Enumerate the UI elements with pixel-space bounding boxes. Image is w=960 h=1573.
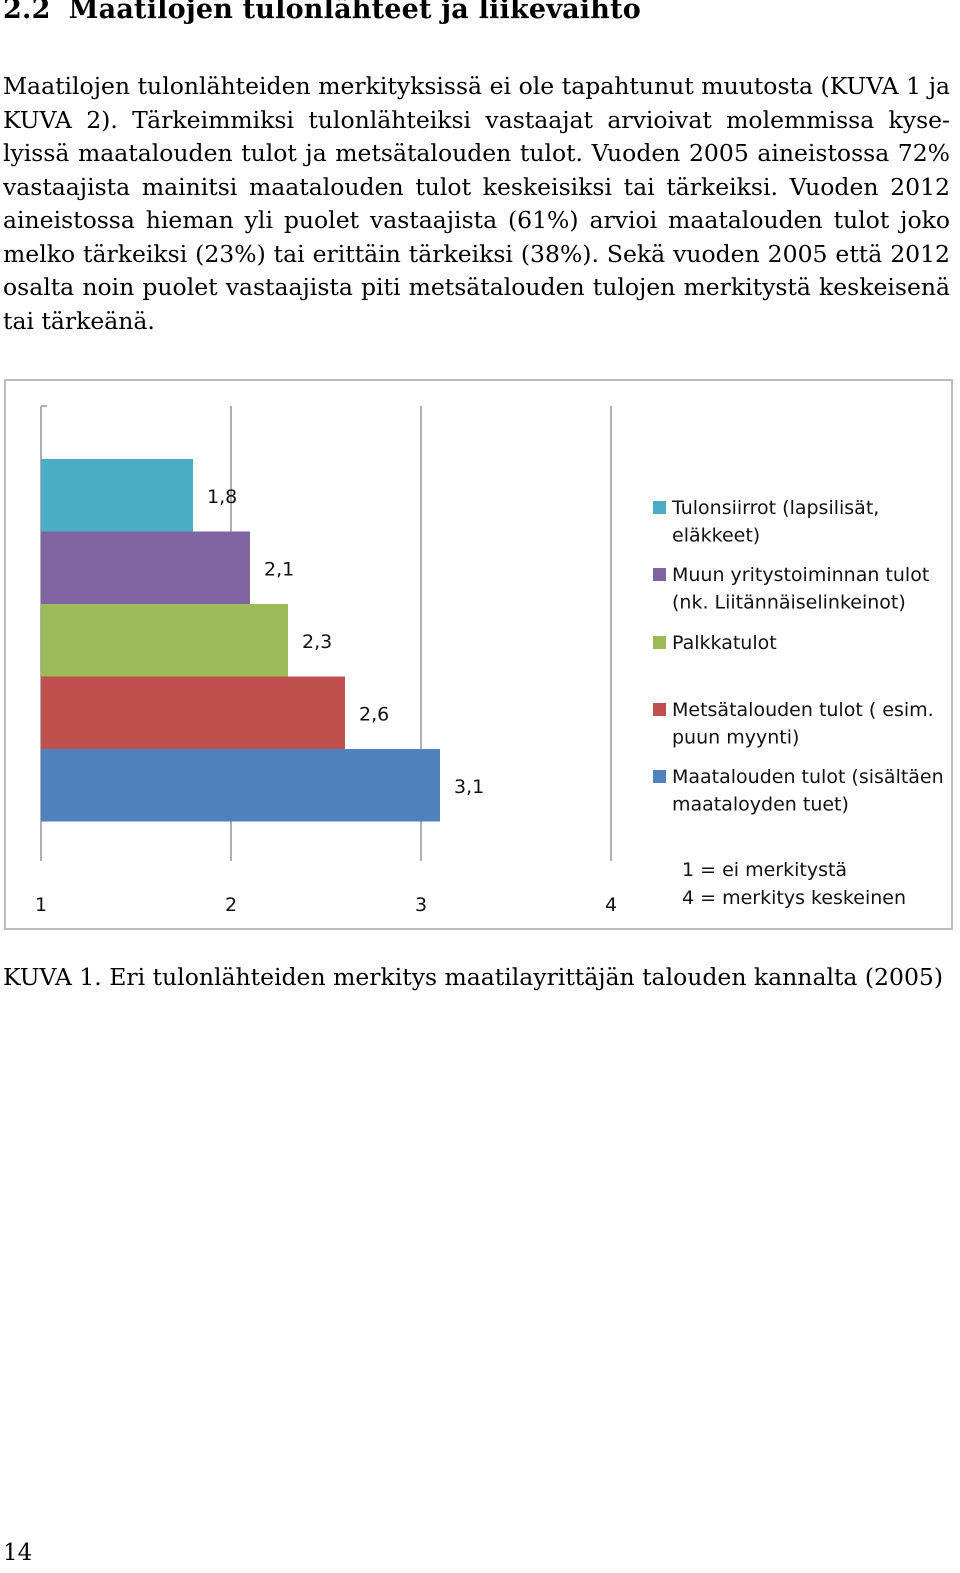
scale-note: 1 = ei merkitystä <box>682 859 847 881</box>
bar <box>41 459 193 532</box>
data-label: 1,8 <box>207 486 237 508</box>
legend-swatch <box>653 703 666 716</box>
data-label: 2,3 <box>302 631 332 653</box>
x-tick-label: 3 <box>415 894 427 916</box>
legend-swatch <box>653 770 666 783</box>
bar <box>41 604 288 677</box>
chart-data-labels: 1,8 2,1 2,3 2,6 3,1 <box>207 486 484 798</box>
chart-scale-note: 1 = ei merkitystä 4 = merkitys keskeinen <box>682 859 906 909</box>
legend-label: Tulonsiirrot (lapsilisät, <box>671 497 879 519</box>
bar-chart: 1,8 2,1 2,3 2,6 3,1 1 2 3 4 Tulonsiirrot (lapsi… <box>35 405 944 916</box>
bar <box>41 676 345 749</box>
body-paragraph: Maatilojen tulonlähteiden merkityksissä … <box>3 72 950 335</box>
bar <box>41 749 440 822</box>
legend-swatch <box>653 501 666 514</box>
legend-label: Muun yritystoiminnan tulot <box>672 564 929 586</box>
page-number: 14 <box>3 1540 33 1566</box>
legend-label: (nk. Liitännäiselinkeinot) <box>672 592 906 614</box>
legend-label: Maatalouden tulot (sisältäen <box>672 766 944 788</box>
data-label: 2,6 <box>359 704 389 726</box>
scale-note: 4 = merkitys keskeinen <box>682 887 906 909</box>
section-number: 2.2 <box>3 0 51 25</box>
legend-label: Metsätalouden tulot ( esim. <box>672 699 934 721</box>
section-title: Maatilojen tulonlähteet ja liikevaihto <box>68 0 641 25</box>
legend-label: maataloyden tuet) <box>672 794 849 816</box>
legend-label: Palkkatulot <box>672 632 777 654</box>
legend-swatch <box>653 568 666 581</box>
legend-label: eläkkeet) <box>672 525 760 547</box>
figure-caption: KUVA 1. Eri tulonlähteiden merkitys maat… <box>3 963 944 991</box>
data-label: 2,1 <box>264 559 294 581</box>
bar <box>41 531 250 604</box>
x-tick-label: 2 <box>225 894 237 916</box>
legend-label: puun myynti) <box>672 727 799 749</box>
chart-bars <box>41 459 440 822</box>
chart-x-tick-labels: 1 2 3 4 <box>35 894 617 916</box>
x-tick-label: 1 <box>35 894 47 916</box>
section-heading: 2.2 Maatilojen tulonlähteet ja liikevaiht… <box>3 0 641 25</box>
legend-swatch <box>653 636 666 649</box>
chart-legend: Tulonsiirrot (lapsilisät, eläkkeet) Muun y… <box>653 497 944 816</box>
x-tick-label: 4 <box>605 894 617 916</box>
data-label: 3,1 <box>454 776 484 798</box>
chart-figure: 1,8 2,1 2,3 2,6 3,1 1 2 3 4 Tulonsiirrot (lapsi… <box>4 379 953 930</box>
